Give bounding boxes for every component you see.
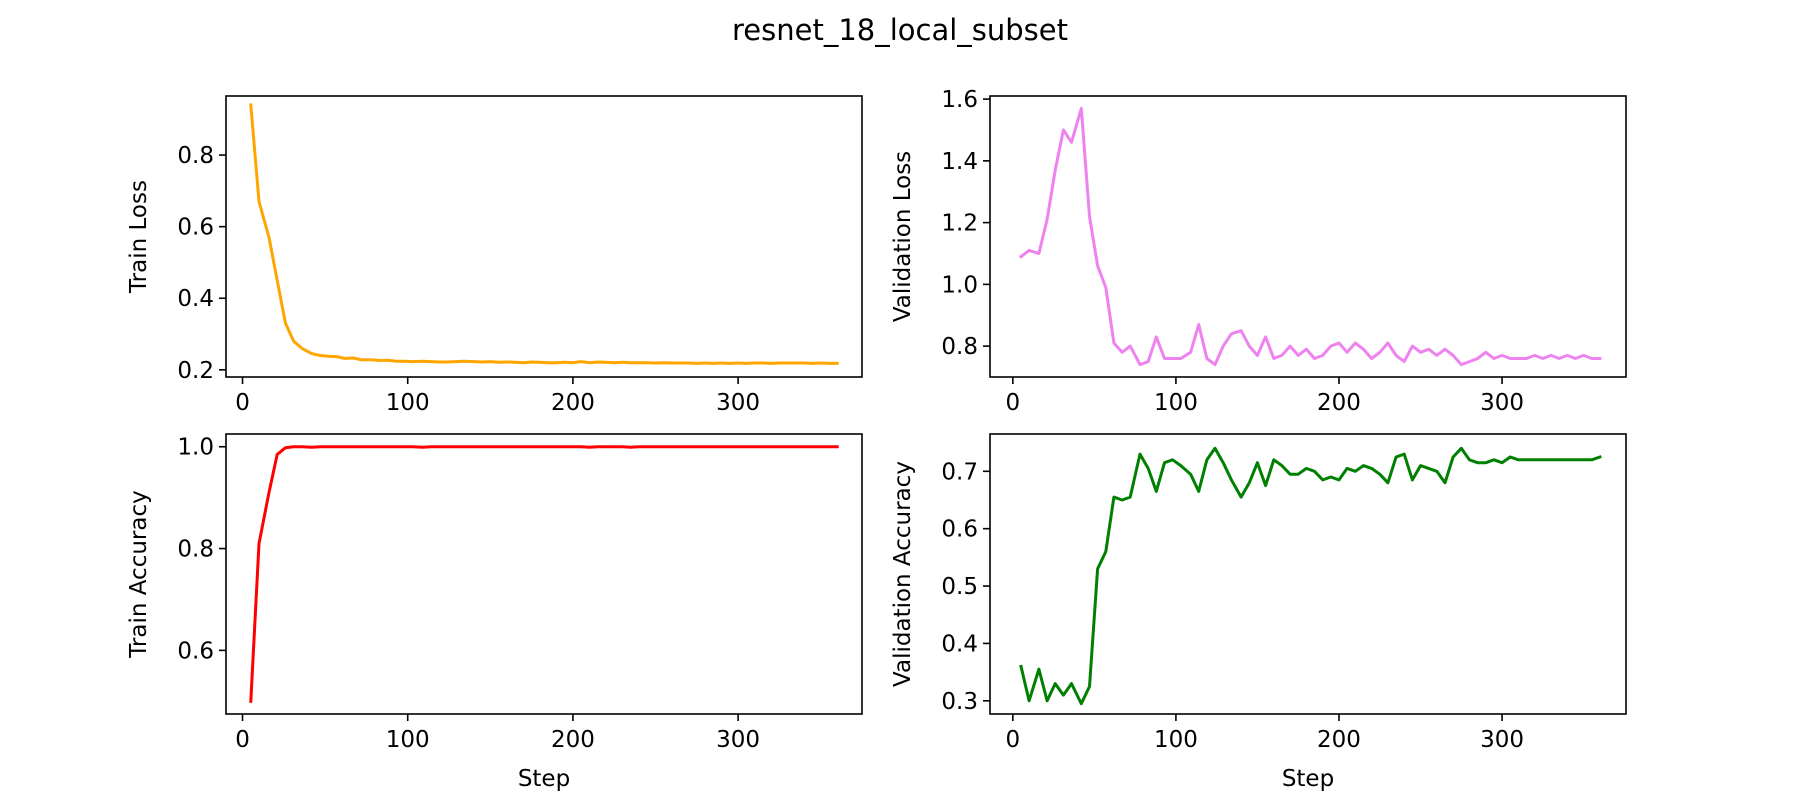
series-line-4-1	[1019, 446, 1602, 706]
y-axis-label: Train Accuracy	[126, 490, 152, 659]
series-line-2-1	[1018, 106, 1602, 367]
y-axis-label: Train Loss	[126, 180, 152, 294]
y-tick-label: 0.2	[177, 358, 214, 384]
plot-frame	[225, 433, 863, 715]
x-tick-label: 200	[1317, 390, 1361, 416]
subplot-2: 0 100 200 300 0.8 1.0 1.2 1.4 1.6 Validation Loss	[890, 87, 1627, 416]
x-tick-label: 200	[551, 727, 595, 753]
y-axis-label: Validation Loss	[890, 151, 916, 322]
y-tick-label: 1.6	[941, 87, 978, 113]
subplot-3: 0 100 200 300 0.6 0.8 1.0 Train Accuracy Step	[126, 433, 863, 792]
y-tick-label: 1.2	[941, 211, 978, 237]
x-tick-label: 0	[1006, 727, 1021, 753]
subplot-1: 0 100 200 300 0.2 0.4 0.6 0.8 Train Loss	[126, 95, 863, 416]
y-axis-label: Validation Accuracy	[890, 461, 916, 687]
plot-frame	[989, 95, 1627, 378]
x-tick-label: 300	[1480, 727, 1524, 753]
y-tick-label: 0.7	[941, 459, 978, 485]
x-axis-label: Step	[518, 766, 570, 792]
y-tick-label: 1.4	[941, 149, 978, 175]
figure-title: resnet_18_local_subset	[732, 13, 1068, 47]
y-tick-label: 0.5	[941, 574, 978, 600]
x-tick-label: 100	[1154, 727, 1198, 753]
y-tick-label: 0.6	[177, 215, 214, 241]
y-tick-label: 1.0	[941, 272, 978, 298]
x-axis-label: Step	[1282, 766, 1334, 792]
x-tick-label: 0	[1006, 390, 1021, 416]
x-tick-label: 300	[716, 727, 760, 753]
x-tick-label: 100	[386, 727, 430, 753]
x-tick-label: 200	[551, 390, 595, 416]
y-tick-label: 0.4	[941, 631, 978, 657]
y-tick-label: 0.8	[177, 537, 214, 563]
y-tick-label: 0.3	[941, 689, 978, 715]
x-tick-label: 0	[235, 727, 250, 753]
y-tick-label: 0.6	[177, 638, 214, 664]
y-tick-label: 0.8	[941, 334, 978, 360]
y-tick-label: 1.0	[177, 435, 214, 461]
x-tick-label: 300	[716, 390, 760, 416]
x-tick-label: 300	[1480, 390, 1524, 416]
plot-frame	[225, 95, 863, 378]
y-tick-label: 0.8	[177, 143, 214, 169]
plot-frame	[989, 433, 1627, 715]
series-line-3-1	[249, 445, 839, 703]
x-tick-label: 0	[235, 390, 250, 416]
x-tick-label: 100	[1154, 390, 1198, 416]
y-tick-label: 0.4	[177, 286, 214, 312]
series-line-1-1	[249, 103, 839, 365]
y-tick-label: 0.6	[941, 517, 978, 543]
subplot-4: 0 100 200 300 0.3 0.4 0.5 0.6 0.7 Validation Accu…	[890, 433, 1627, 792]
x-tick-label: 200	[1317, 727, 1361, 753]
x-tick-label: 100	[386, 390, 430, 416]
subplots: 0 100 200 300 0.2 0.4 0.6 0.8 Train Loss 0 100 200 3…	[126, 87, 1627, 792]
